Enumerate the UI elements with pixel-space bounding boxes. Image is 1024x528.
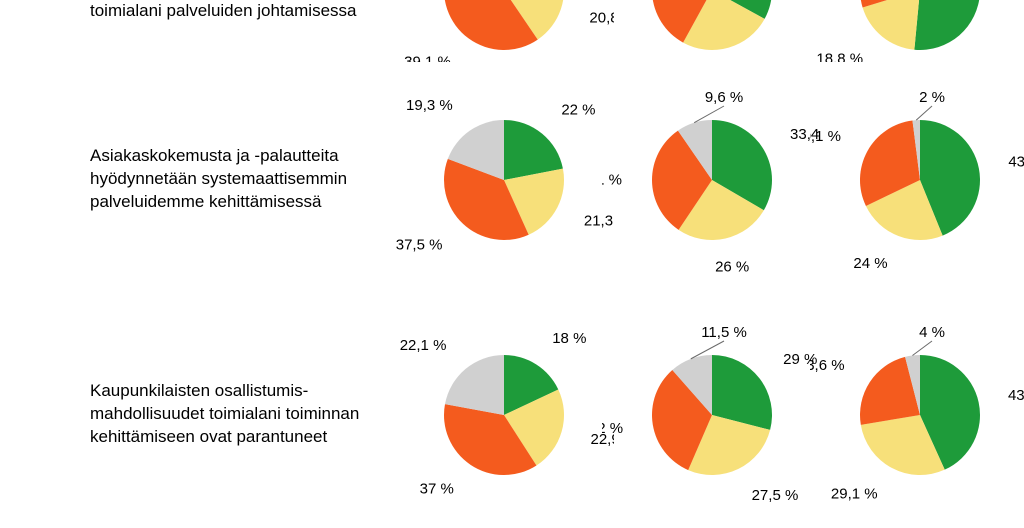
pie-slice-label-green: 18 %: [552, 329, 586, 346]
pie-slice-label-orange: 23,6 %: [810, 356, 845, 373]
pie-slice-green: [914, 0, 980, 50]
pie-callout-label: 9,6 %: [705, 89, 743, 106]
pie-slice-label-gray: 19,3 %: [406, 96, 453, 113]
row-1-pie-2: 25 %: [602, 0, 822, 62]
pie-slice-label-orange: 37,5 %: [396, 236, 443, 253]
row-3-pie-1: 18 %22,9 %37 %22,1 %: [394, 305, 614, 525]
pie-slice-label-gray: 22,1 %: [400, 336, 447, 353]
row-3-label-line-1: Kaupunkilaisten osallistumis-: [90, 381, 308, 400]
row-2-label: Asiakaskokemusta ja -palautteita hyödynn…: [0, 145, 400, 214]
row-1: toimialani palveluiden johtamisessa 20,8…: [0, 0, 1024, 62]
pie-slice-label-yellow: 29,1 %: [831, 485, 878, 502]
row-3-pie-2: 29 %27,5 %32 %11,5 %: [602, 305, 822, 525]
pie-svg: 29 %27,5 %32 %11,5 %: [602, 305, 822, 525]
row-3-label-line-3: kehittämiseen ovat parantuneet: [90, 427, 327, 446]
row-2-pie-2: 33,4 %26 %31 %9,6 %: [602, 70, 822, 290]
pie-slice-label-green: 22 %: [561, 101, 595, 118]
row-3-label-line-2: mahdollisuudet toimialani toiminnan: [90, 404, 359, 423]
row-3-pie-3: 43,2 % 29,1 % 23,6 % 4 %: [810, 305, 1024, 525]
pie-slice-label-green: 43,2 %: [1008, 387, 1024, 404]
row-1-label-line: toimialani palveluiden johtamisessa: [90, 1, 356, 20]
row-1-label: toimialani palveluiden johtamisessa: [0, 0, 400, 23]
pie-slice-label-orange: 37 %: [420, 480, 454, 497]
pie-slice-label-orange: 32 %: [602, 420, 623, 437]
row-2-label-line-2: hyödynnetään systemaattisemmin: [90, 169, 347, 188]
row-1-pie-3: 18,8 %: [810, 0, 1024, 62]
pie-callout-label: 11,5 %: [701, 324, 747, 341]
row-2: Asiakaskokemusta ja -palautteita hyödynn…: [0, 62, 1024, 297]
pie-slice-label-yellow: 26 %: [715, 258, 749, 275]
pie-callout-label: 2 %: [919, 89, 945, 106]
pie-svg: 43,8 % 24 % 30,1 % 2 %: [810, 70, 1024, 290]
pie-svg: 22 %21,3 %37,5 %19,3 %: [394, 70, 614, 290]
pie-svg: 18,8 %: [810, 0, 1024, 62]
row-3: Kaupunkilaisten osallistumis- mahdollisu…: [0, 297, 1024, 528]
pie-svg: 25 %: [602, 0, 822, 62]
row-2-label-line-3: palveluidemme kehittämisessä: [90, 192, 322, 211]
row-1-pie-1: 20,8 %39,1 %: [394, 0, 614, 62]
pie-slice-label-yellow: 24 %: [853, 254, 887, 271]
pie-svg: 43,2 % 29,1 % 23,6 % 4 %: [810, 305, 1024, 525]
pie-callout-leader: [916, 106, 932, 120]
row-3-label: Kaupunkilaisten osallistumis- mahdollisu…: [0, 380, 400, 449]
pie-slice-label-yellow: 27,5 %: [752, 486, 799, 503]
page: toimialani palveluiden johtamisessa 20,8…: [0, 0, 1024, 528]
pie-callout-label: 4 %: [919, 324, 945, 341]
pie-slice-label-yellow: 18,8 %: [816, 51, 863, 62]
row-2-pie-3: 43,8 % 24 % 30,1 % 2 %: [810, 70, 1024, 290]
pie-slice-label-orange: 31 %: [602, 171, 622, 188]
pie-callout-leader: [912, 341, 932, 355]
row-2-pie-1: 22 %21,3 %37,5 %19,3 %: [394, 70, 614, 290]
pie-slice-label-orange: 39,1 %: [404, 54, 451, 62]
pie-slice-label-green: 43,8 %: [1008, 153, 1024, 170]
pie-svg: 33,4 %26 %31 %9,6 %: [602, 70, 822, 290]
pie-svg: 18 %22,9 %37 %22,1 %: [394, 305, 614, 525]
pie-slice-label-orange: 30,1 %: [810, 127, 841, 144]
pie-slice-yellow: [863, 0, 920, 50]
row-2-label-line-1: Asiakaskokemusta ja -palautteita: [90, 146, 339, 165]
pie-svg: 20,8 %39,1 %: [394, 0, 614, 62]
